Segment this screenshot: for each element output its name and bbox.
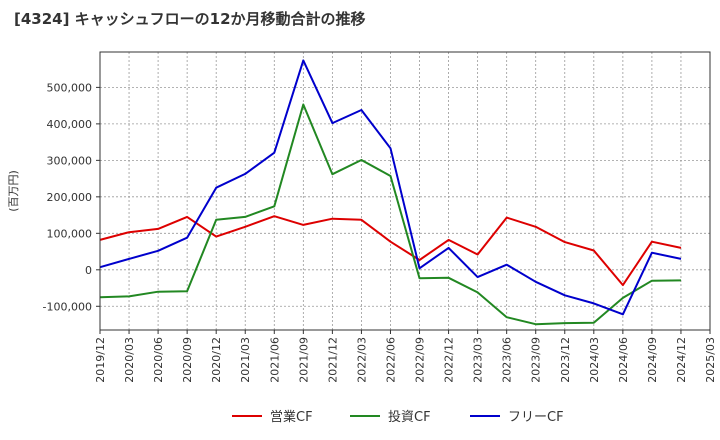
x-tick-label: 2022/03: [355, 337, 368, 383]
x-tick-label: 2023/12: [559, 337, 572, 383]
y-axis-label: (百万円): [7, 170, 20, 212]
x-tick-label: 2019/12: [94, 337, 107, 383]
grid: [99, 52, 711, 330]
x-tick-label: 2021/09: [297, 337, 310, 383]
x-tick-label: 2021/12: [326, 337, 339, 383]
y-tick-label: 200,000: [47, 191, 93, 204]
chart-title: [4324] キャッシュフローの12か月移動合計の推移: [14, 10, 366, 28]
series-line-0: [99, 215, 682, 287]
x-tick-label: 2020/06: [152, 337, 165, 383]
series-lines: [99, 59, 682, 326]
y-tick-label: 400,000: [47, 118, 93, 131]
legend-label-0: 営業CF: [270, 409, 313, 425]
plot-frame: [99, 51, 711, 331]
x-tick-label: 2025/03: [704, 337, 717, 383]
y-axis: -100,000 0 100,000 200,000 300,000 400,000 500…: [43, 81, 100, 313]
x-tick-label: 2022/12: [443, 337, 456, 383]
y-tick-label: 100,000: [47, 227, 93, 240]
x-tick-label: 2024/12: [675, 337, 688, 383]
legend-label-1: 投資CF: [388, 409, 431, 425]
x-tick-label: 2023/03: [472, 337, 485, 383]
x-axis: 2019/12 2020/03 2020/06 2020/09 2020/12 2021/…: [94, 330, 717, 383]
legend: 営業CF 投資CF フリーCF: [232, 409, 564, 425]
x-tick-label: 2023/09: [530, 337, 543, 383]
y-tick-label: -100,000: [43, 300, 92, 313]
legend-label-2: フリーCF: [508, 410, 564, 425]
x-tick-label: 2023/06: [501, 337, 514, 383]
y-tick-label: 300,000: [47, 154, 93, 167]
y-tick-label: 500,000: [47, 81, 93, 94]
series-line-1: [99, 103, 682, 326]
x-tick-label: 2022/06: [384, 337, 397, 383]
x-tick-label: 2024/03: [588, 337, 601, 383]
x-tick-label: 2020/12: [210, 337, 223, 383]
x-tick-label: 2024/09: [646, 337, 659, 383]
x-tick-label: 2021/03: [239, 337, 252, 383]
series-line-2: [99, 59, 682, 316]
x-tick-label: 2020/09: [181, 337, 194, 383]
x-tick-label: 2021/06: [268, 337, 281, 383]
y-tick-label: 0: [85, 264, 92, 277]
x-tick-label: 2020/03: [123, 337, 136, 383]
x-tick-label: 2022/09: [414, 337, 427, 383]
x-tick-label: 2024/06: [617, 337, 630, 383]
